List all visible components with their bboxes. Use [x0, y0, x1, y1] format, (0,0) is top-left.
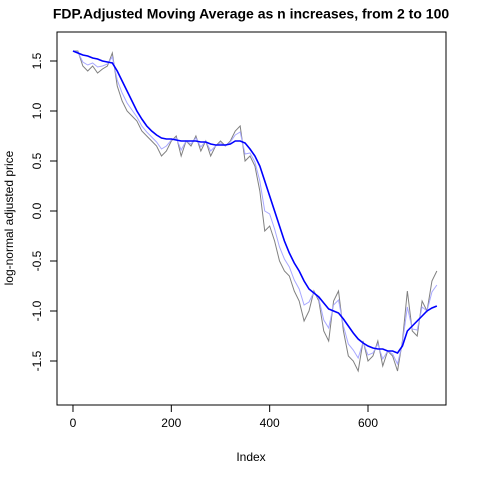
y-tick-label: -0.5: [30, 250, 44, 271]
x-tick-label: 200: [161, 416, 181, 430]
y-tick-label: 0.5: [30, 152, 44, 169]
y-tick-label: 1.0: [30, 102, 44, 119]
plot-frame: [56, 31, 447, 406]
chart-title: FDP.Adjusted Moving Average as n increas…: [53, 6, 449, 22]
series-line: [72, 50, 438, 366]
x-axis-label: Index: [236, 450, 265, 464]
y-axis-label: log-normal adjusted price: [2, 150, 16, 285]
y-tick-label: -1.5: [30, 350, 44, 371]
x-tick-label: 400: [260, 416, 280, 430]
x-tick-label: 600: [358, 416, 378, 430]
y-tick-label: 1.5: [30, 52, 44, 69]
y-tick-label: 0.0: [30, 202, 44, 219]
x-tick-label: 0: [70, 416, 77, 430]
series-line: [72, 50, 438, 354]
y-tick-label: -1.0: [30, 300, 44, 321]
series-line: [72, 50, 438, 373]
